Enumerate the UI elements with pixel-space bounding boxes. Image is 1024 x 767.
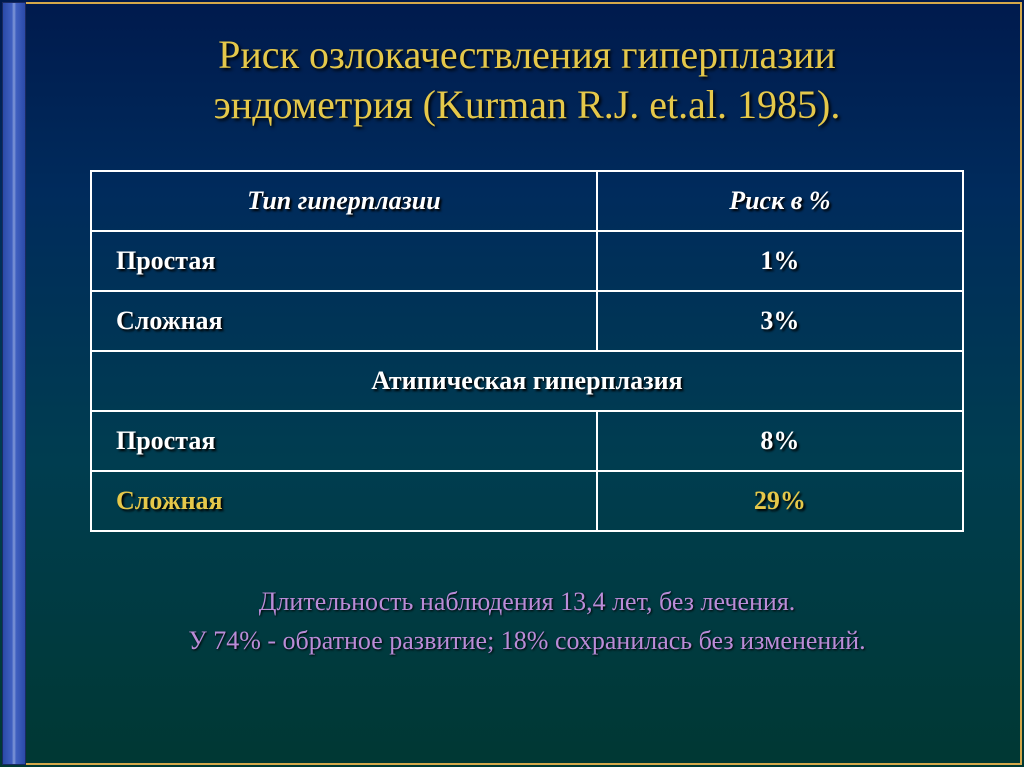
table-header-row: Тип гиперплазии Риск в % xyxy=(91,171,963,231)
title-line-1: Риск озлокачествления гиперплазии xyxy=(218,32,836,77)
header-risk: Риск в % xyxy=(597,171,963,231)
table-row: Простая 1% xyxy=(91,231,963,291)
table-section-row: Атипическая гиперплазия xyxy=(91,351,963,411)
slide-content: Риск озлокачествления гиперплазии эндоме… xyxy=(30,0,1024,767)
footer-line-1: Длительность наблюдения 13,4 лет, без ле… xyxy=(90,582,964,621)
row-label: Простая xyxy=(91,231,597,291)
title-line-2: эндометрия (Kurman R.J. et.al. 1985). xyxy=(214,82,841,127)
row-value: 3% xyxy=(597,291,963,351)
table-row: Простая 8% xyxy=(91,411,963,471)
row-label: Сложная xyxy=(91,471,597,531)
row-label: Сложная xyxy=(91,291,597,351)
risk-table: Тип гиперплазии Риск в % Простая 1% Слож… xyxy=(90,170,964,532)
footer-line-2: У 74% - обратное развитие; 18% сохранила… xyxy=(90,621,964,660)
left-decor-bar xyxy=(2,2,26,765)
slide-title: Риск озлокачествления гиперплазии эндоме… xyxy=(90,30,964,130)
header-type: Тип гиперплазии xyxy=(91,171,597,231)
table-row-highlight: Сложная 29% xyxy=(91,471,963,531)
row-label: Простая xyxy=(91,411,597,471)
table-row: Сложная 3% xyxy=(91,291,963,351)
row-value: 8% xyxy=(597,411,963,471)
row-value: 29% xyxy=(597,471,963,531)
row-value: 1% xyxy=(597,231,963,291)
footer-text: Длительность наблюдения 13,4 лет, без ле… xyxy=(90,582,964,660)
section-header: Атипическая гиперплазия xyxy=(91,351,963,411)
